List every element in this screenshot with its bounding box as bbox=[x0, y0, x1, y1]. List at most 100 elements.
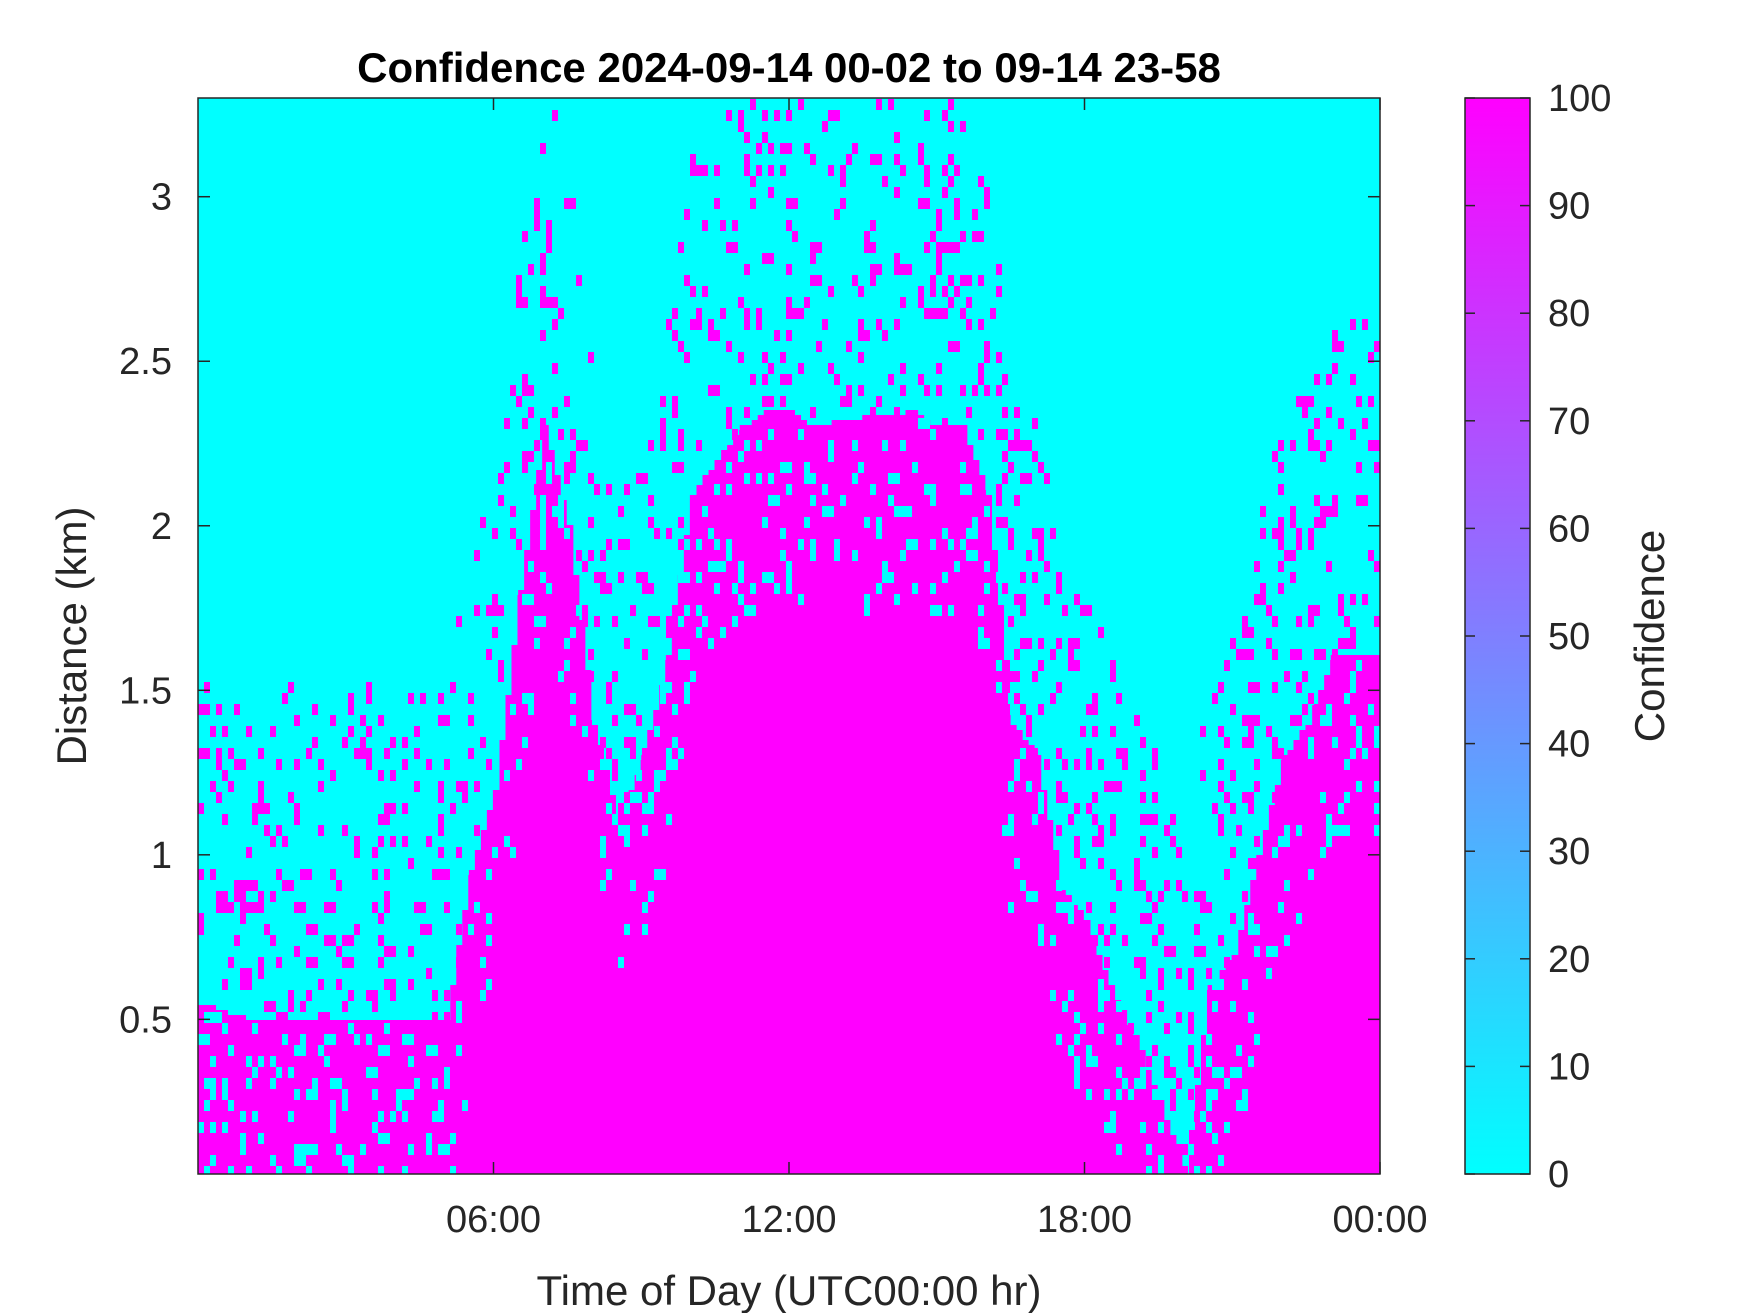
speckle-cell bbox=[1014, 770, 1020, 781]
speckle-cell bbox=[330, 715, 336, 726]
speckle-cell bbox=[540, 616, 546, 627]
speckle-cell bbox=[1188, 1144, 1194, 1155]
speckle-cell bbox=[1146, 1012, 1152, 1023]
speckle-cell bbox=[774, 330, 780, 341]
speckle-cell bbox=[1242, 792, 1248, 803]
speckle-cell bbox=[522, 231, 528, 242]
speckle-cell bbox=[672, 308, 678, 319]
speckle-cell bbox=[264, 924, 270, 935]
speckle-cell bbox=[384, 1133, 390, 1144]
speckle-cell bbox=[474, 902, 480, 913]
speckle-cell bbox=[498, 605, 504, 616]
speckle-cell bbox=[1260, 594, 1266, 605]
speckle-cell bbox=[1338, 638, 1344, 649]
speckle-cell bbox=[1110, 671, 1116, 682]
speckle-cell bbox=[678, 462, 684, 473]
speckle-cell bbox=[732, 429, 738, 440]
speckle-cell bbox=[660, 429, 666, 440]
speckle-cell bbox=[318, 825, 324, 836]
speckle-cell bbox=[1068, 1045, 1074, 1056]
speckle-cell bbox=[288, 682, 294, 693]
speckle-cell bbox=[930, 308, 936, 319]
speckle-cell bbox=[330, 935, 336, 946]
speckle-cell bbox=[678, 429, 684, 440]
speckle-cell bbox=[942, 528, 948, 539]
speckle-cell bbox=[258, 803, 264, 814]
speckle-cell bbox=[342, 1001, 348, 1012]
speckle-cell bbox=[768, 473, 774, 484]
speckle-cell bbox=[438, 715, 444, 726]
speckle-cell bbox=[1356, 781, 1362, 792]
speckle-cell bbox=[684, 352, 690, 363]
speckle-cell bbox=[1362, 594, 1368, 605]
speckle-cell bbox=[1038, 803, 1044, 814]
speckle-cell bbox=[294, 946, 300, 957]
speckle-cell bbox=[1194, 1067, 1200, 1078]
speckle-cell bbox=[768, 495, 774, 506]
speckle-cell bbox=[1074, 803, 1080, 814]
speckle-cell bbox=[378, 814, 384, 825]
speckle-cell bbox=[618, 814, 624, 825]
speckle-cell bbox=[204, 682, 210, 693]
speckle-cell bbox=[450, 803, 456, 814]
speckle-cell bbox=[1254, 561, 1260, 572]
speckle-cell bbox=[234, 704, 240, 715]
speckle-cell bbox=[210, 781, 216, 792]
speckle-cell bbox=[996, 352, 1002, 363]
speckle-cell bbox=[1098, 858, 1104, 869]
colorbar-tick-label: 60 bbox=[1548, 508, 1590, 550]
speckle-cell bbox=[954, 165, 960, 176]
speckle-cell bbox=[1254, 924, 1260, 935]
speckle-cell bbox=[462, 792, 468, 803]
speckle-cell bbox=[648, 495, 654, 506]
speckle-cell bbox=[924, 110, 930, 121]
speckle-cell bbox=[1056, 880, 1062, 891]
speckle-cell bbox=[516, 759, 522, 770]
speckle-cell bbox=[552, 297, 558, 308]
speckle-cell bbox=[630, 704, 636, 715]
speckle-cell bbox=[222, 1078, 228, 1089]
speckle-cell bbox=[408, 1089, 414, 1100]
speckle-cell bbox=[408, 1144, 414, 1155]
speckle-cell bbox=[402, 803, 408, 814]
speckle-cell bbox=[936, 605, 942, 616]
speckle-cell bbox=[966, 297, 972, 308]
speckle-cell bbox=[246, 1166, 252, 1174]
speckle-cell bbox=[636, 770, 642, 781]
speckle-cells bbox=[198, 99, 1380, 1174]
speckle-cell bbox=[276, 1166, 282, 1174]
speckle-cell bbox=[1218, 814, 1224, 825]
speckle-cell bbox=[1236, 649, 1242, 660]
speckle-cell bbox=[294, 759, 300, 770]
speckle-cell bbox=[966, 550, 972, 561]
speckle-cell bbox=[1056, 638, 1062, 649]
speckle-cell bbox=[654, 726, 660, 737]
speckle-cell bbox=[276, 869, 282, 880]
speckle-cell bbox=[630, 737, 636, 748]
speckle-cell bbox=[1098, 759, 1104, 770]
speckle-cell bbox=[618, 506, 624, 517]
speckle-cell bbox=[1344, 693, 1350, 704]
speckle-cell bbox=[546, 473, 552, 484]
speckle-cell bbox=[1068, 814, 1074, 825]
speckle-cell bbox=[522, 385, 528, 396]
speckle-cell bbox=[1242, 616, 1248, 627]
speckle-cell bbox=[456, 924, 462, 935]
speckle-cell bbox=[870, 407, 876, 418]
speckle-cell bbox=[744, 308, 750, 319]
speckle-cell bbox=[324, 902, 330, 913]
speckle-cell bbox=[1362, 418, 1368, 429]
speckle-cell bbox=[300, 902, 306, 913]
speckle-cell bbox=[534, 198, 540, 209]
speckle-cell bbox=[1098, 1023, 1104, 1034]
speckle-cell bbox=[492, 528, 498, 539]
speckle-cell bbox=[402, 1089, 408, 1100]
speckle-cell bbox=[1278, 748, 1284, 759]
speckle-cell bbox=[372, 1089, 378, 1100]
speckle-cell bbox=[1278, 539, 1284, 550]
speckle-cell bbox=[810, 539, 816, 550]
speckle-cell bbox=[648, 583, 654, 594]
speckle-cell bbox=[1170, 814, 1176, 825]
speckle-cell bbox=[300, 1144, 306, 1155]
speckle-cell bbox=[1038, 550, 1044, 561]
